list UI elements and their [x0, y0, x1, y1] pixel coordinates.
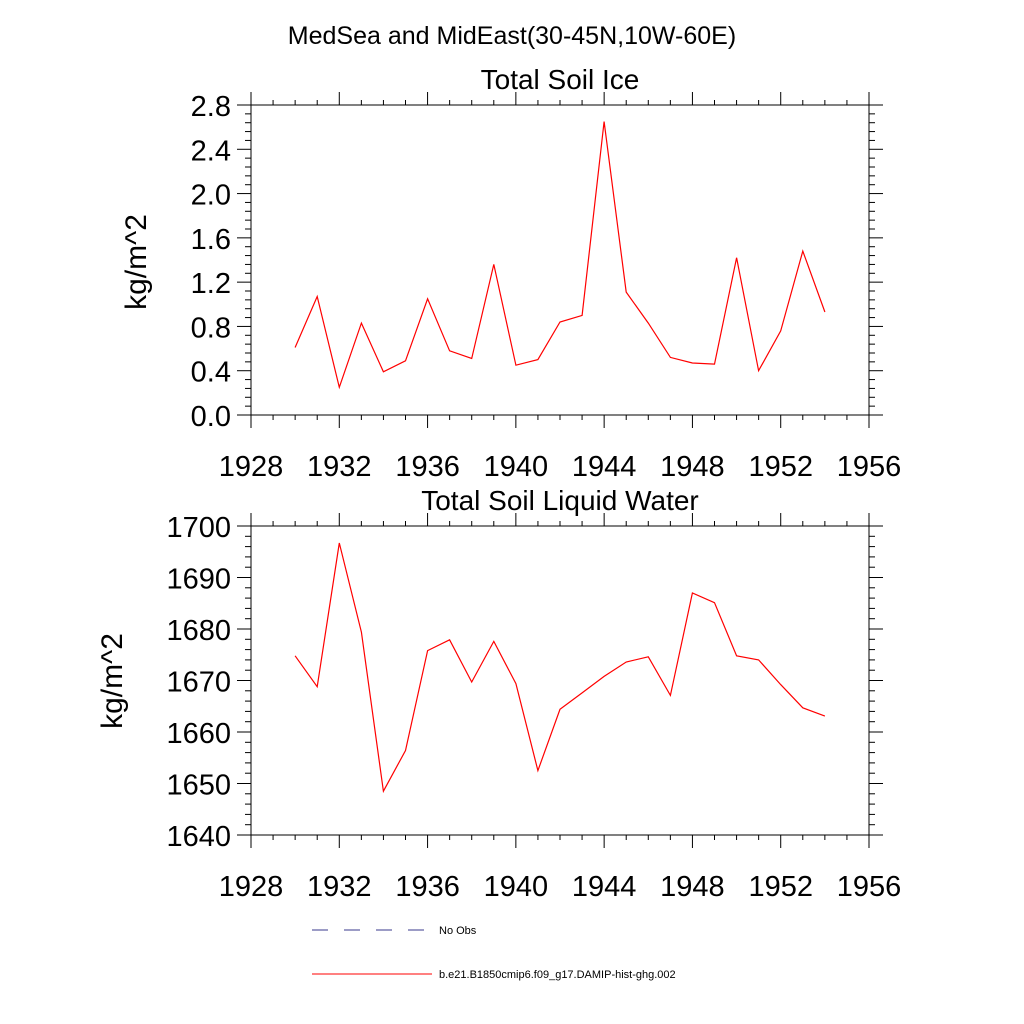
series-line [294, 542, 826, 794]
panel-title: Total Soil Ice [481, 64, 640, 95]
x-tick-label: 1952 [748, 871, 813, 903]
y-tick-label: 1690 [166, 564, 231, 596]
x-tick-label: 1952 [748, 451, 813, 483]
x-tick-label: 1956 [837, 451, 902, 483]
x-tick-label: 1928 [219, 871, 284, 903]
y-tick-label: 1650 [166, 770, 231, 802]
x-tick-label: 1948 [660, 451, 725, 483]
x-tick-label: 1944 [572, 871, 637, 903]
x-tick-label: 1940 [484, 451, 549, 483]
legend-model-label: b.e21.B1850cmip6.f09_g17.DAMIP-hist-ghg.… [439, 969, 676, 981]
panel-title: Total Soil Liquid Water [421, 485, 699, 516]
y-tick-label: 1640 [166, 821, 231, 853]
panel-total-soil-liquid-water: Total Soil Liquid Water kg/m^2 1928 1932 193… [96, 485, 901, 903]
y-axis-label: kg/m^2 [120, 214, 153, 310]
y-tick-label: 0.0 [191, 401, 231, 433]
figure-suptitle: MedSea and MidEast(30-45N,10W-60E) [288, 22, 736, 50]
x-tick-label: 1940 [484, 871, 549, 903]
x-tick-label: 1936 [395, 871, 460, 903]
x-tick-label: 1956 [837, 871, 902, 903]
y-tick-label: 2.4 [191, 135, 231, 167]
y-tick-label: 1.2 [191, 268, 231, 300]
x-tick-label: 1932 [307, 451, 372, 483]
x-tick-label: 1944 [572, 451, 637, 483]
x-tick-label: 1932 [307, 871, 372, 903]
legend-no-obs-label: No Obs [439, 925, 477, 937]
y-tick-label: 0.8 [191, 312, 231, 344]
y-tick-label: 2.8 [191, 91, 231, 123]
y-tick-label: 1670 [166, 667, 231, 699]
y-axis-label: kg/m^2 [96, 633, 129, 729]
y-tick-label: 2.0 [191, 180, 231, 212]
x-tick-label: 1948 [660, 871, 725, 903]
y-tick-label: 1.6 [191, 224, 231, 256]
series-line [294, 121, 826, 390]
panel-total-soil-ice: Total Soil Ice kg/m^2 1928 1932 1936 1940 1944… [120, 64, 901, 483]
y-tick-label: 1660 [166, 718, 231, 750]
x-tick-label: 1928 [219, 451, 284, 483]
x-tick-label: 1936 [395, 451, 460, 483]
y-tick-label: 0.4 [191, 357, 231, 389]
y-tick-label: 1680 [166, 615, 231, 647]
legend: No Obs b.e21.B1850cmip6.f09_g17.DAMIP-hi… [312, 925, 676, 981]
y-tick-label: 1700 [166, 512, 231, 544]
